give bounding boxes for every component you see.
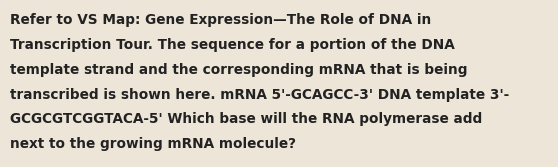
- Text: template strand and the corresponding mRNA that is being: template strand and the corresponding mR…: [10, 63, 468, 77]
- Text: transcribed is shown here. mRNA 5'-GCAGCC-3' DNA template 3'-: transcribed is shown here. mRNA 5'-GCAGC…: [10, 88, 509, 102]
- Text: next to the growing mRNA molecule?: next to the growing mRNA molecule?: [10, 137, 296, 151]
- Text: GCGCGTCGGTACA-5' Which base will the RNA polymerase add: GCGCGTCGGTACA-5' Which base will the RNA…: [10, 112, 482, 126]
- Text: Refer to VS Map: Gene Expression—The Role of DNA in: Refer to VS Map: Gene Expression—The Rol…: [10, 13, 431, 27]
- Text: Transcription Tour. The sequence for a portion of the DNA: Transcription Tour. The sequence for a p…: [10, 38, 455, 52]
